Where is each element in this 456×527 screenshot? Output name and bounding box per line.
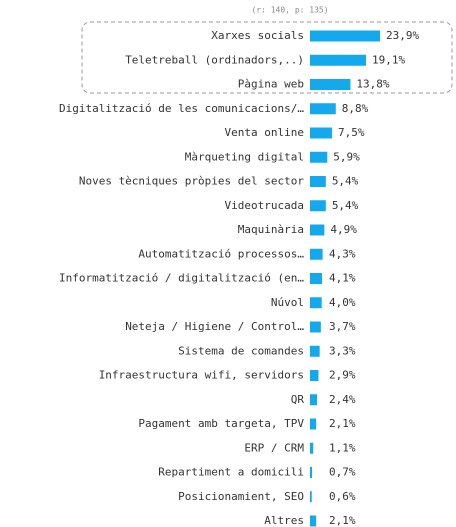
- category-label: Venta online: [225, 126, 304, 139]
- bar: [310, 345, 320, 357]
- category-label: Noves tècniques pròpies del sector: [79, 175, 305, 188]
- category-label: Infraestructura wifi, servidors: [99, 369, 304, 382]
- category-label: Automatització processos…: [138, 247, 304, 260]
- value-label: 2,9%: [329, 369, 356, 382]
- category-label: ERP / CRM: [244, 441, 304, 454]
- category-label: Informatització / digitalització (en…: [59, 272, 304, 285]
- value-label: 5,4%: [332, 199, 359, 212]
- bar: [310, 370, 319, 381]
- category-label: QR: [291, 393, 305, 406]
- bar: [310, 442, 314, 454]
- value-label: 13,8%: [356, 78, 389, 91]
- value-label: 2,1%: [329, 417, 356, 430]
- category-label: Núvol: [271, 296, 304, 309]
- bar: [310, 30, 381, 42]
- bar: [310, 248, 323, 260]
- chart-subtitle: (r: 140, p: 135): [251, 6, 328, 15]
- bar: [310, 515, 317, 527]
- highlight-box: [81, 21, 453, 94]
- value-label: 0,7%: [329, 466, 356, 479]
- value-label: 4,3%: [329, 247, 356, 260]
- category-label: Teletreball (ordinadors,..): [125, 53, 304, 66]
- value-label: 7,5%: [338, 126, 365, 139]
- bar: [310, 491, 312, 503]
- value-label: 19,1%: [372, 53, 405, 66]
- bar: [310, 224, 325, 236]
- bar: [310, 394, 318, 406]
- bar: [310, 321, 321, 333]
- value-label: 3,7%: [329, 320, 356, 333]
- bar: [310, 297, 322, 309]
- category-label: Neteja / Higiene / Control…: [125, 320, 304, 333]
- value-label: 5,9%: [333, 150, 360, 163]
- bar: [310, 418, 317, 430]
- category-label: Altres: [264, 514, 304, 527]
- bar: [310, 200, 326, 212]
- value-label: 4,9%: [330, 223, 357, 236]
- category-label: Digitalització de les comunicacions/…: [59, 102, 304, 115]
- value-label: 3,3%: [329, 344, 356, 357]
- value-label: 2,1%: [329, 514, 356, 527]
- category-label: Repartiment a domicili: [158, 466, 304, 479]
- value-label: 2,4%: [329, 393, 356, 406]
- category-label: Xarxes socials: [211, 29, 304, 42]
- category-label: Pàgina web: [238, 78, 304, 91]
- value-label: 0,6%: [329, 490, 356, 503]
- bar: [310, 176, 326, 187]
- category-label: Posicionamient, SEO: [178, 490, 304, 503]
- category-label: Videotrucada: [225, 199, 304, 212]
- bar: [310, 467, 313, 478]
- bar: [310, 79, 351, 90]
- category-label: Sistema de comandes: [178, 344, 304, 357]
- bar: [310, 54, 366, 66]
- category-label: Màrqueting digital: [185, 150, 304, 163]
- value-label: 4,0%: [329, 296, 356, 309]
- value-label: 23,9%: [386, 29, 419, 42]
- value-label: 1,1%: [329, 441, 356, 454]
- bar: [310, 273, 323, 284]
- bar: [310, 151, 328, 163]
- bar: [310, 103, 336, 115]
- bar: [310, 127, 332, 139]
- value-label: 8,8%: [342, 102, 369, 115]
- value-label: 4,1%: [329, 272, 356, 285]
- category-label: Maquinària: [238, 223, 304, 236]
- category-label: Pagament amb targeta, TPV: [138, 417, 304, 430]
- value-label: 5,4%: [332, 175, 359, 188]
